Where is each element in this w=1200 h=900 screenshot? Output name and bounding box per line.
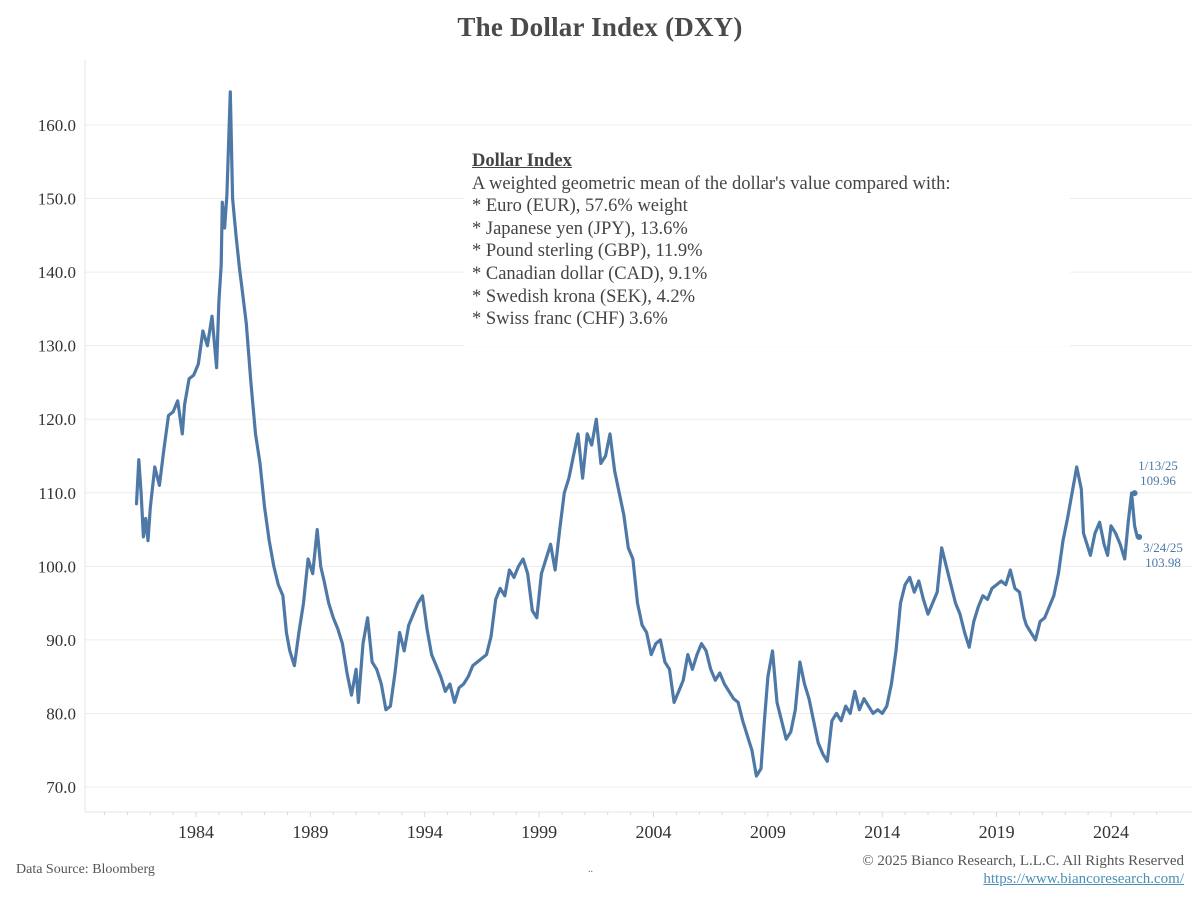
y-axis-tick-labels: 70.0 80.0 90.0 100.0 110.0 120.0 130.0 140.0 150… <box>38 116 76 797</box>
y-tick-label: 140.0 <box>38 263 76 282</box>
annotation-date: 1/13/25 <box>1138 458 1178 473</box>
x-tick-label: 2009 <box>750 822 786 842</box>
note-item-eur: * Euro (EUR), 57.6% weight <box>472 196 688 217</box>
annotation-value: 109.96 <box>1140 473 1176 488</box>
footer-marker: .. <box>588 864 593 875</box>
y-tick-label: 100.0 <box>38 557 76 576</box>
y-tick-label: 80.0 <box>46 704 76 723</box>
note-item-sek: * Swedish krona (SEK), 4.2% <box>472 286 696 307</box>
note-item-cad: * Canadian dollar (CAD), 9.1% <box>472 263 708 284</box>
y-tick-label: 70.0 <box>46 778 76 797</box>
series-layer <box>134 0 1140 778</box>
copyright-text: © 2025 Bianco Research, L.L.C. All Right… <box>862 853 1184 869</box>
annotation-value: 103.98 <box>1145 555 1181 570</box>
annotation-marker <box>1131 490 1138 497</box>
x-tick-label: 2024 <box>1093 822 1129 842</box>
y-tick-label: 150.0 <box>38 190 76 209</box>
y-tick-label: 110.0 <box>38 484 76 503</box>
website-link[interactable]: https://www.biancoresearch.com/ <box>983 871 1184 887</box>
annotation-date: 3/24/25 <box>1143 540 1183 555</box>
note-item-jpy: * Japanese yen (JPY), 13.6% <box>472 218 688 239</box>
x-tick-label: 2014 <box>864 822 900 842</box>
note-title: Dollar Index <box>472 151 572 171</box>
footer-credits: © 2025 Bianco Research, L.L.C. All Right… <box>862 852 1184 888</box>
x-tick-label: 1994 <box>407 822 443 842</box>
x-axis-tick-labels: 1984 1989 1994 1999 2004 2009 2014 2019 2024 <box>178 822 1129 842</box>
x-tick-label: 1984 <box>178 822 214 842</box>
chart-title: The Dollar Index (DXY) <box>457 12 743 42</box>
dollar-index-note: Dollar Index A weighted geometric mean o… <box>472 150 957 339</box>
data-source: Data Source: Bloomberg <box>16 862 155 877</box>
note-subtitle: A weighted geometric mean of the dollar'… <box>472 173 951 194</box>
x-tick-label: 2004 <box>636 822 672 842</box>
note-item-gbp: * Pound sterling (GBP), 11.9% <box>472 241 703 262</box>
x-tick-label: 1999 <box>521 822 557 842</box>
y-tick-label: 90.0 <box>46 631 76 650</box>
note-item-chf: * Swiss franc (CHF) 3.6% <box>472 309 668 330</box>
annotation-marker <box>1136 534 1143 541</box>
y-tick-label: 120.0 <box>38 410 76 429</box>
y-tick-label: 160.0 <box>38 116 76 135</box>
axes <box>84 60 1192 817</box>
y-tick-label: 130.0 <box>38 337 76 356</box>
x-tick-label: 2019 <box>979 822 1015 842</box>
x-tick-label: 1989 <box>292 822 328 842</box>
